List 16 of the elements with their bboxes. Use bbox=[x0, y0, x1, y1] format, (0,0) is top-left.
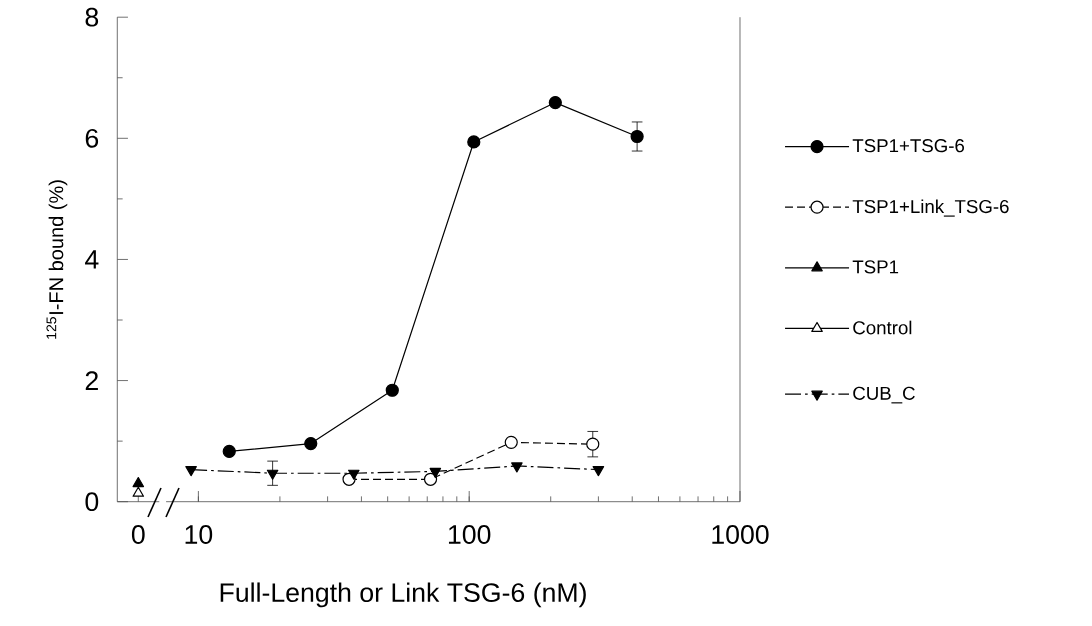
y-tick-label: 6 bbox=[85, 128, 99, 148]
y-tick-label: 2 bbox=[85, 371, 98, 390]
legend-label: TSP1 bbox=[852, 260, 899, 274]
x-tick-label: 1000 bbox=[712, 525, 769, 544]
legend-label: TSP1+Link_TSG-6 bbox=[852, 199, 1009, 217]
x-tick-label: 0 bbox=[131, 525, 145, 544]
legend-label: CUB_C bbox=[853, 386, 915, 404]
y-tick-label: 0 bbox=[85, 492, 99, 512]
x-tick-label: 100 bbox=[448, 525, 491, 544]
legend-label: TSP1+TSG-6 bbox=[852, 139, 965, 153]
x-axis-title: Full-Length or Link TSG-6 (nM) bbox=[220, 582, 586, 608]
y-tick-label: 8 bbox=[85, 7, 99, 27]
legend-label: Control bbox=[853, 320, 912, 335]
y-tick-label: 4 bbox=[85, 250, 99, 269]
x-tick-label: 10 bbox=[185, 525, 213, 544]
y-axis-title: $^{125}$I-FN bound (%) bbox=[46, 180, 68, 339]
